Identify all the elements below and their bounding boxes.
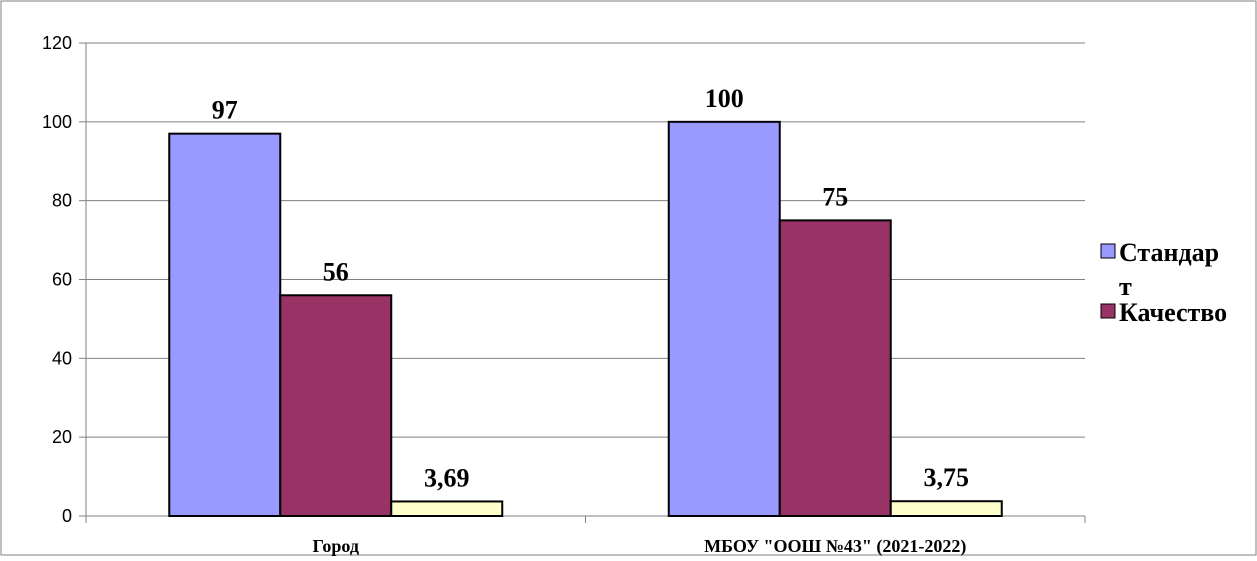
x-category-label: МБОУ "ООШ №43" (2021-2022)	[704, 536, 966, 556]
data-label: 3,75	[924, 463, 970, 492]
legend-label-wrap: т	[1119, 272, 1132, 301]
data-labels: 97 56 3,69 100 75 3,75	[212, 84, 969, 493]
data-label: 56	[323, 257, 349, 286]
y-tick-label: 0	[62, 506, 72, 526]
x-category-label: Город	[313, 536, 359, 556]
y-tick-label: 120	[42, 33, 72, 53]
legend-swatch	[1100, 243, 1116, 259]
bar	[889, 500, 1003, 517]
y-tick-label: 100	[42, 112, 72, 132]
data-label: 100	[705, 84, 744, 113]
bars	[168, 120, 1003, 518]
bar	[667, 120, 781, 517]
y-tick-label: 20	[52, 427, 72, 447]
bar	[778, 219, 892, 517]
legend-label: Стандар	[1119, 238, 1219, 267]
legend-label: Качество	[1119, 298, 1227, 327]
y-tick-label: 40	[52, 348, 72, 368]
bar	[279, 294, 393, 517]
legend-swatch	[1100, 303, 1116, 319]
y-tick-label: 80	[52, 191, 72, 211]
data-label: 97	[212, 96, 238, 125]
y-tick-label: 60	[52, 270, 72, 290]
bar	[168, 132, 282, 518]
bar	[390, 500, 504, 518]
data-label: 3,69	[424, 463, 470, 492]
data-label: 75	[822, 182, 848, 211]
